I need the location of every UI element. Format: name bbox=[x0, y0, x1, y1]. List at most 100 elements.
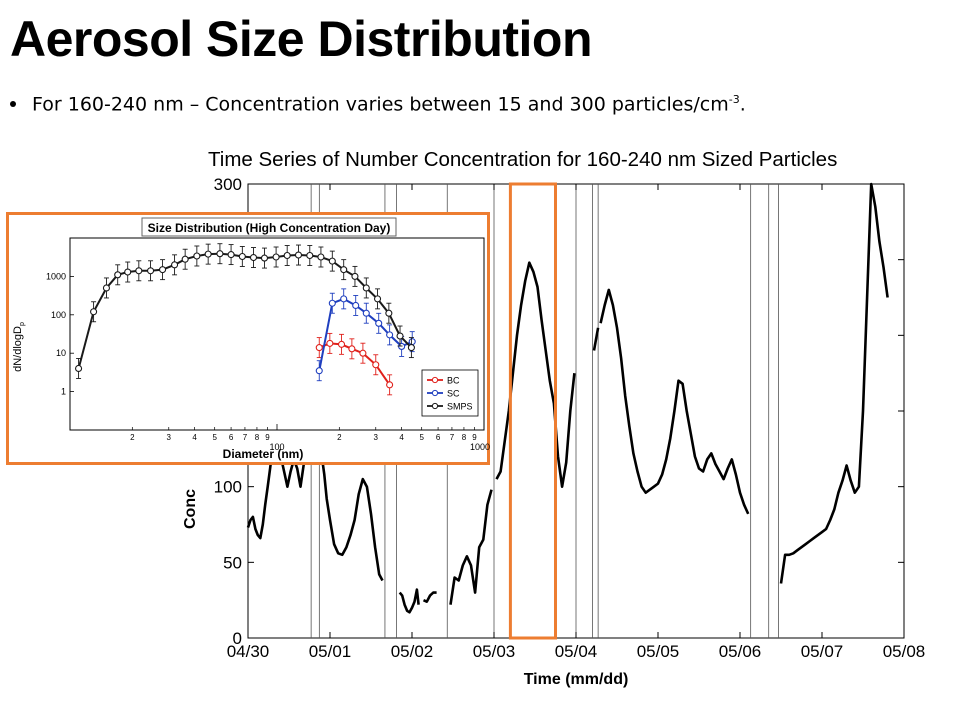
bullet-main-text: For 160-240 nm – Concentration varies be… bbox=[32, 93, 729, 116]
inset-x-minor-label: 2 bbox=[130, 433, 135, 442]
inset-data-point bbox=[238, 252, 246, 261]
inset-x-major-label: 100 bbox=[269, 442, 284, 452]
inset-data-point bbox=[102, 284, 111, 292]
inset-data-point bbox=[135, 267, 143, 275]
inset-x-minor-label: 3 bbox=[374, 433, 379, 442]
main-chart-title: Time Series of Number Concentration for … bbox=[208, 148, 837, 171]
inset-data-point bbox=[328, 257, 336, 265]
inset-legend: BC SC SMPS bbox=[421, 369, 479, 417]
bullet-text: For 160-240 nm – Concentration varies be… bbox=[32, 93, 746, 115]
inset-data-point bbox=[340, 295, 348, 303]
inset-x-minor-label: 2 bbox=[337, 433, 342, 442]
inset-data-point bbox=[294, 251, 303, 259]
main-x-tick-label: 05/04 bbox=[555, 642, 598, 661]
inset-y-axis-label: dN/dlogDp bbox=[12, 322, 26, 372]
inset-x-minor-label: 8 bbox=[255, 433, 260, 442]
main-y-axis-ticks: 0 50 100 300 bbox=[214, 175, 904, 648]
inset-data-point bbox=[385, 309, 393, 317]
inset-y-tick-label: 1000 bbox=[46, 271, 66, 281]
inset-x-axis-label: Diameter (nm) bbox=[223, 447, 304, 461]
inset-data-point bbox=[315, 344, 323, 352]
inset-data-point bbox=[362, 309, 370, 317]
inset-x-minor-label: 8 bbox=[462, 433, 467, 442]
inset-series-group bbox=[75, 243, 416, 396]
inset-data-point bbox=[159, 266, 167, 274]
inset-x-minor-label: 6 bbox=[436, 433, 441, 442]
inset-title: Size Distribution (High Concentration Da… bbox=[148, 221, 391, 235]
inset-data-point bbox=[114, 271, 122, 279]
concentration-series-line bbox=[320, 456, 384, 582]
inset-x-minor-label: 3 bbox=[167, 433, 172, 442]
inset-x-major-label: 1000 bbox=[470, 442, 490, 452]
main-x-tick-label: 05/06 bbox=[719, 642, 762, 661]
inset-data-point bbox=[375, 319, 383, 327]
inset-legend-marker bbox=[431, 376, 439, 384]
inset-data-point bbox=[124, 268, 132, 276]
inset-y-tick-label: 10 bbox=[56, 348, 66, 358]
inset-data-point bbox=[181, 255, 189, 263]
inset-data-point bbox=[283, 251, 291, 260]
highlight-box bbox=[508, 182, 557, 640]
inset-y-label-main: dN/dlogD bbox=[12, 326, 24, 372]
inset-data-point bbox=[408, 338, 416, 346]
inset-data-point bbox=[75, 364, 83, 373]
inset-data-point bbox=[272, 253, 280, 261]
inset-data-point bbox=[306, 251, 314, 260]
main-x-tick-label: 04/30 bbox=[227, 642, 270, 661]
inset-x-minor-label: 4 bbox=[192, 433, 197, 442]
main-x-tick-label: 05/08 bbox=[883, 642, 926, 661]
concentration-series-line bbox=[592, 327, 600, 351]
slide-title: Aerosol Size Distribution bbox=[10, 11, 593, 67]
inset-data-point bbox=[386, 381, 394, 389]
inset-x-minor-label: 5 bbox=[212, 433, 217, 442]
inset-data-point bbox=[249, 253, 258, 262]
inset-x-minor-label: 5 bbox=[419, 433, 424, 442]
inset-data-point bbox=[204, 250, 212, 258]
inset-data-point bbox=[386, 331, 394, 339]
main-y-tick-label: 300 bbox=[214, 175, 242, 194]
main-x-tick-label: 05/03 bbox=[473, 642, 516, 661]
concentration-series-line bbox=[449, 489, 493, 605]
inset-data-point bbox=[396, 332, 404, 340]
inset-data-point bbox=[352, 301, 360, 310]
inset-data-point bbox=[362, 284, 370, 292]
inset-x-minor-label: 9 bbox=[472, 433, 477, 442]
inset-x-minor-label: 9 bbox=[265, 433, 270, 442]
inset-x-minor-label: 4 bbox=[399, 433, 404, 442]
main-x-axis-label: Time (mm/dd) bbox=[524, 671, 629, 688]
inset-x-minor-label: 6 bbox=[229, 433, 234, 442]
main-y-tick-label: 50 bbox=[223, 553, 242, 572]
inset-legend-marker bbox=[431, 389, 439, 397]
inset-data-point bbox=[407, 344, 415, 352]
inset-legend-marker bbox=[431, 402, 439, 410]
inset-data-point bbox=[372, 361, 380, 369]
concentration-series-line bbox=[398, 588, 420, 614]
inset-border bbox=[6, 212, 490, 465]
bullet-dot-icon bbox=[10, 101, 16, 108]
inset-data-point bbox=[216, 250, 224, 258]
inset-data-point bbox=[359, 349, 367, 357]
main-x-axis-ticks: 04/30 05/01 05/02 05/03 05/04 05/05 05/06 05/07… bbox=[227, 184, 926, 661]
inset-data-point bbox=[340, 266, 348, 274]
bullet-superscript: -3 bbox=[728, 93, 740, 106]
bullet-item: For 160-240 nm – Concentration varies be… bbox=[10, 93, 746, 115]
inset-data-point bbox=[317, 253, 325, 261]
inset-y-label-sub: p bbox=[19, 322, 26, 326]
inset-data-point bbox=[147, 267, 155, 275]
inset-x-minor-label: 7 bbox=[450, 433, 455, 442]
concentration-series-line bbox=[599, 288, 750, 515]
inset-data-point bbox=[326, 339, 334, 347]
inset-data-point bbox=[193, 252, 201, 260]
main-x-tick-label: 05/05 bbox=[637, 642, 680, 661]
inset-data-point bbox=[260, 254, 269, 262]
inset-title-box bbox=[141, 217, 397, 237]
inset-data-point bbox=[348, 345, 356, 353]
bullet-end: . bbox=[739, 93, 746, 116]
main-x-tick-label: 05/07 bbox=[801, 642, 844, 661]
inset-data-point bbox=[315, 367, 323, 375]
inset-data-point bbox=[351, 272, 359, 280]
inset-data-point bbox=[227, 251, 235, 259]
inset-y-tick-label: 1 bbox=[61, 387, 66, 397]
inset-data-point bbox=[337, 340, 346, 348]
concentration-series-line bbox=[779, 182, 889, 584]
